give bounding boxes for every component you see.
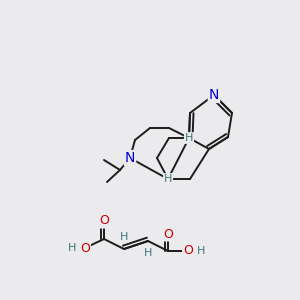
- Text: H: H: [68, 243, 76, 253]
- Text: O: O: [99, 214, 109, 227]
- Text: H: H: [164, 174, 172, 184]
- Text: N: N: [125, 151, 135, 165]
- Text: H: H: [120, 232, 128, 242]
- Text: O: O: [80, 242, 90, 254]
- Text: O: O: [183, 244, 193, 257]
- Text: H: H: [144, 248, 152, 258]
- Text: N: N: [209, 88, 219, 102]
- Text: H: H: [197, 246, 205, 256]
- Text: H: H: [185, 133, 193, 143]
- Text: O: O: [163, 227, 173, 241]
